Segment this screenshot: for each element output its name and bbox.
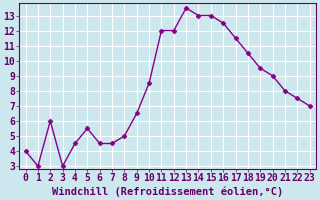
X-axis label: Windchill (Refroidissement éolien,°C): Windchill (Refroidissement éolien,°C) (52, 186, 283, 197)
